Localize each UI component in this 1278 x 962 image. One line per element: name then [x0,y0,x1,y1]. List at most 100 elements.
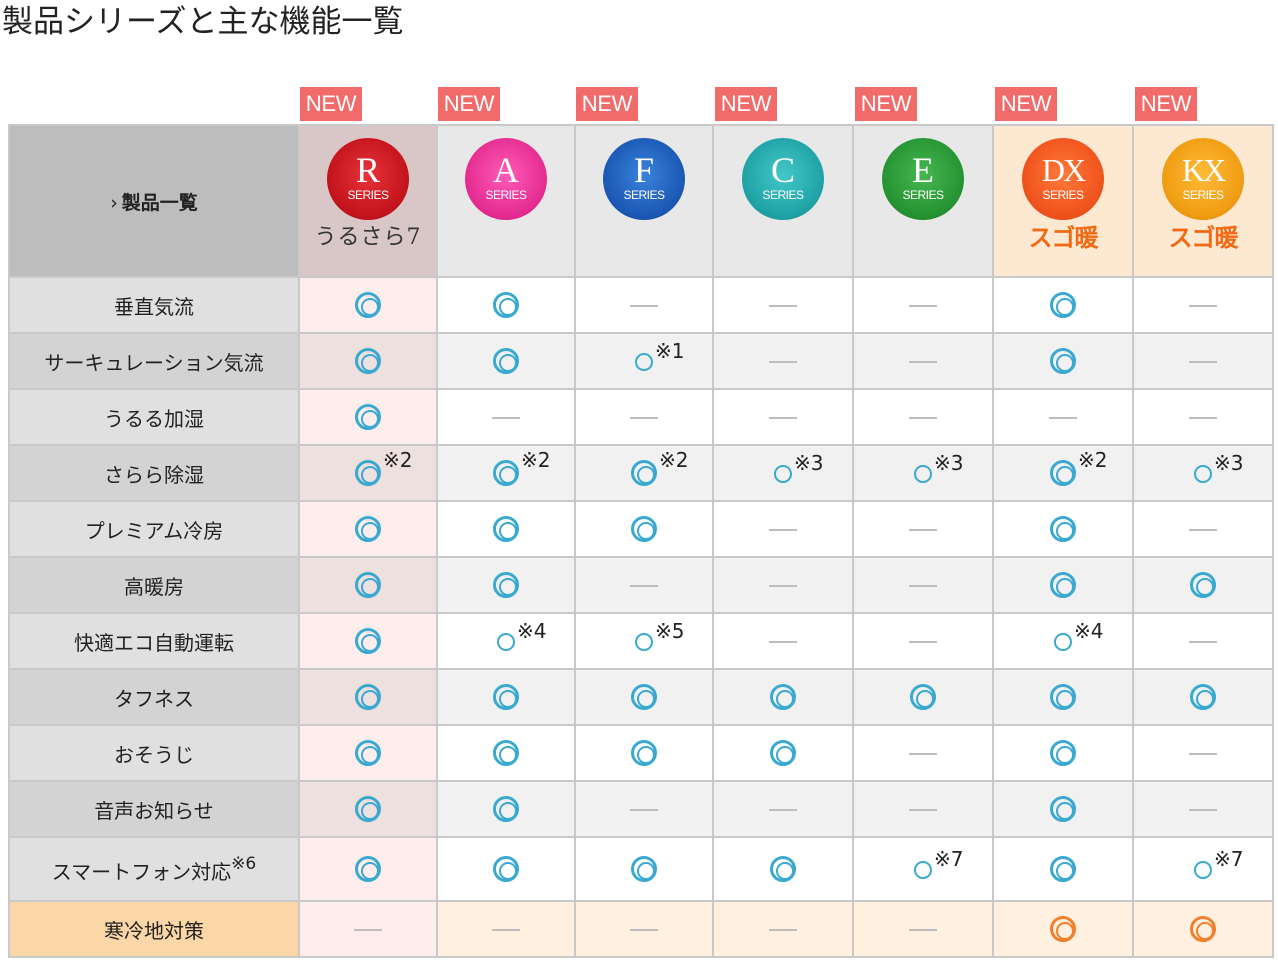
double-circle-icon [1050,740,1076,766]
feature-cell [1132,332,1274,390]
double-circle-icon [1050,856,1076,882]
double-circle-icon [355,572,381,598]
cell-content [1190,684,1216,710]
feature-label: 垂直気流 [8,276,300,334]
feature-row: 垂直気流 [8,276,1274,334]
cell-content [631,856,657,882]
cell-content [355,292,381,318]
double-circle-icon [1050,460,1076,486]
dash-icon [909,641,937,643]
cell-content [769,576,797,595]
series-letter: E [912,150,934,190]
feature-cell: ※7 [852,836,994,902]
cell-content [493,684,519,710]
feature-cell [574,780,714,838]
dash-icon [769,929,797,931]
feature-row: サーキュレーション気流 ※1 [8,332,1274,390]
feature-cell [852,668,994,726]
cell-content [769,632,797,651]
double-circle-icon [1190,916,1216,942]
feature-label: 高暖房 [8,556,300,614]
series-word: SERIES [902,188,944,202]
series-header-r[interactable]: R SERIES うるさら7 [298,124,438,278]
feature-cell: ※4 [436,612,576,670]
double-circle-icon [631,684,657,710]
cell-content [1049,408,1077,427]
double-circle-icon [631,740,657,766]
double-circle-icon [355,292,381,318]
cell-content [909,296,937,315]
double-circle-icon [493,856,519,882]
footnote-ref: ※6 [231,853,257,874]
product-list-label: 製品一覧 [121,191,198,214]
double-circle-icon [1050,572,1076,598]
dash-icon [769,361,797,363]
cell-content: ※5 [635,619,684,651]
cell-content: ※7 [1194,847,1243,879]
cell-content [1050,348,1076,374]
double-circle-icon [355,856,381,882]
feature-cell: ※1 [574,332,714,390]
product-list-link[interactable]: › 製品一覧 [8,124,300,278]
double-circle-icon [493,572,519,598]
cell-content: ※3 [914,451,963,483]
feature-cell: ※3 [712,444,854,502]
feature-cell [574,900,714,958]
cell-content: ※4 [1054,619,1103,651]
feature-name: スマートフォン対応 [51,859,232,884]
double-circle-icon [355,740,381,766]
series-header-dx[interactable]: DX SERIES スゴ暖 [992,124,1134,278]
feature-cell [992,276,1134,334]
cell-content [909,632,937,651]
feature-cell: ※3 [1132,444,1274,502]
feature-cell [852,780,994,838]
feature-cell [852,332,994,390]
feature-row: 音声お知らせ [8,780,1274,838]
series-header-c[interactable]: C SERIES [712,124,854,278]
feature-cell [852,388,994,446]
feature-cell [992,900,1134,958]
feature-cell [574,276,714,334]
cell-content [769,800,797,819]
footnote-ref: ※4 [1074,619,1104,644]
dash-icon [630,929,658,931]
dash-icon [909,929,937,931]
feature-cell [712,332,854,390]
feature-cell [436,276,576,334]
feature-cell [298,900,438,958]
feature-cell [992,836,1134,902]
cell-content [909,744,937,763]
cell-content: ※3 [1194,451,1243,483]
series-header-a[interactable]: A SERIES [436,124,576,278]
double-circle-icon [493,796,519,822]
feature-row: おそうじ [8,724,1274,782]
feature-cell [1132,724,1274,782]
series-dx-logo-icon: DX SERIES [1022,138,1104,220]
series-header-f[interactable]: F SERIES [574,124,714,278]
new-badge-dx: NEW [995,87,1057,121]
feature-cell: ※2 [298,444,438,502]
page-title: 製品シリーズと主な機能一覧 [2,4,404,40]
double-circle-icon [355,404,381,430]
cell-content [769,920,797,939]
double-circle-icon [631,516,657,542]
cell-content [354,920,382,939]
feature-cell: ※2 [436,444,576,502]
cell-content [1189,296,1217,315]
cell-content [1189,520,1217,539]
series-word: SERIES [347,188,389,202]
feature-cell [852,900,994,958]
series-header-kx[interactable]: KX SERIES スゴ暖 [1132,124,1274,278]
new-badge-f: NEW [576,87,638,121]
feature-cell [712,900,854,958]
feature-cell [436,724,576,782]
feature-row: うるる加湿 [8,388,1274,446]
feature-cell [298,836,438,902]
feature-cell [298,556,438,614]
series-header-e[interactable]: E SERIES [852,124,994,278]
feature-cell [298,276,438,334]
double-circle-icon [1050,916,1076,942]
feature-label: プレミアム冷房 [8,500,300,558]
new-badge-row: NEW NEW NEW NEW NEW NEW NEW [0,87,1278,121]
feature-label: 快適エコ自動運転 [8,612,300,670]
